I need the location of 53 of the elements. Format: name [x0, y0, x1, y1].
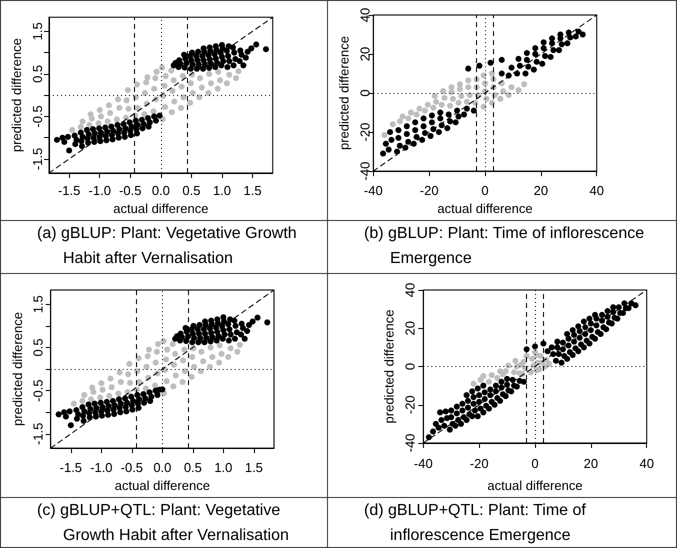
y-tick-label: -40	[402, 434, 418, 452]
x-tick-label: 0.5	[182, 183, 200, 198]
x-tick-label: -40	[414, 456, 433, 471]
text: (b) gBLUP: Plant: Time of inflorescence Emergence	[328, 220, 676, 273]
y-tick-label: 0	[357, 89, 372, 97]
x-tick-label: -0.5	[119, 183, 142, 198]
x-tick-label: 1.5	[243, 183, 262, 198]
y-axis-title: predicted difference	[10, 312, 25, 426]
y-tick-label: -1.5	[30, 148, 45, 170]
text: (c) gBLUP+QTL: Plant: Vegetative Growth Habit after Vernalisation	[1, 497, 327, 547]
x-axis-title: actual difference	[437, 201, 533, 216]
y-tick-label: -20	[402, 395, 418, 414]
x-tick-label: -1.5	[60, 460, 82, 476]
y-tick-label: 1.5	[30, 295, 46, 314]
x-tick-label: 1.0	[212, 183, 232, 198]
x-tick-label: 0	[531, 456, 539, 471]
x-tick-label: -1.0	[90, 460, 113, 476]
x-tick-label: 40	[639, 456, 654, 471]
x-tick-label: 0.0	[152, 183, 170, 198]
x-tick-label: 0.5	[184, 460, 202, 476]
y-tick-label: 40	[357, 8, 372, 22]
y-tick-label: 20	[402, 321, 418, 336]
text: (d) gBLUP+QTL: Plant: Time of inflorescence Emergence	[328, 497, 676, 547]
y-tick-label: 0	[402, 362, 418, 370]
y-axis-title: predicted difference	[9, 38, 24, 152]
x-tick-label: 0	[481, 183, 489, 198]
y-tick-label: -0.5	[30, 105, 45, 128]
x-axis-title: actual difference	[114, 478, 210, 493]
x-tick-label: 40	[589, 183, 604, 198]
y-tick-label: 40	[402, 282, 418, 298]
x-tick-label: -1.0	[88, 183, 111, 198]
y-tick-label: -0.5	[30, 379, 46, 402]
text: (a) gBLUP: Plant: Vegetative Growth Habit after Vernalisation	[1, 220, 327, 273]
x-tick-label: -0.5	[120, 460, 144, 476]
y-axis-title: predicted difference	[381, 310, 396, 424]
x-tick-label: -20	[420, 183, 439, 198]
y-tick-label: 20	[357, 46, 372, 62]
y-tick-label: 0.5	[30, 338, 46, 356]
x-tick-label: 1.5	[244, 460, 263, 476]
x-tick-label: -20	[470, 456, 489, 471]
y-axis-title: predicted difference	[336, 36, 352, 150]
x-axis-title: actual difference	[487, 478, 583, 493]
y-tick-label: -40	[357, 162, 372, 180]
y-tick-label: -20	[357, 122, 372, 142]
x-tick-label: -1.5	[58, 183, 80, 198]
y-tick-label: 0.5	[30, 64, 45, 83]
x-tick-label: 0.0	[153, 460, 172, 476]
x-tick-label: 20	[584, 456, 598, 471]
x-tick-label: 1.0	[214, 460, 232, 476]
x-axis-title: actual difference	[113, 201, 208, 216]
x-tick-label: 20	[534, 183, 548, 198]
y-tick-label: -1.5	[30, 422, 46, 446]
y-tick-label: 1.5	[30, 22, 45, 40]
